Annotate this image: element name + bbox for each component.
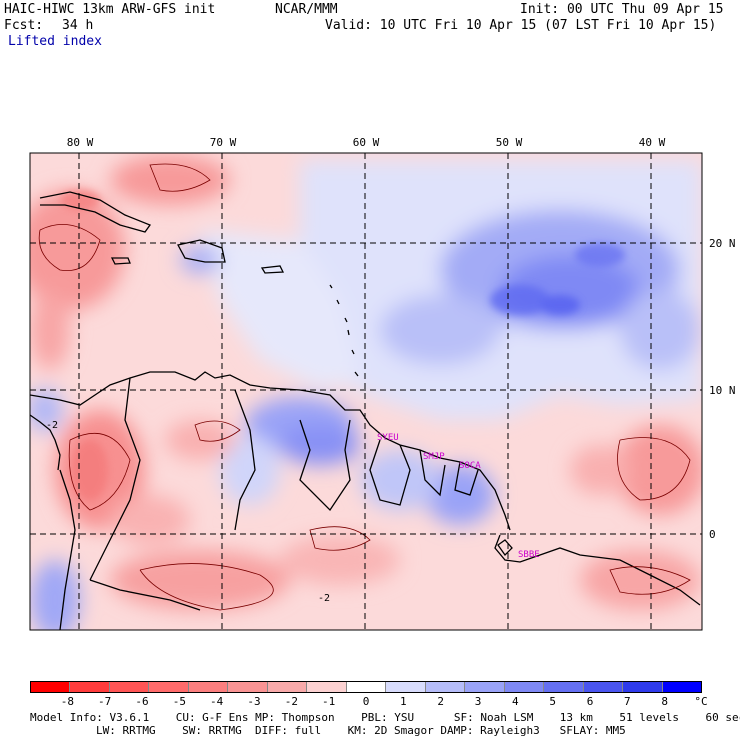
colorbar-labels: -8 -7 -6 -5 -4 -3 -2 -1 0 1 2 3 4 5 6 7 8 (0, 696, 740, 708)
station-soca: SOCA (459, 461, 481, 471)
colorbar-tick-label: -4 (210, 695, 224, 708)
colorbar-tick-label: -1 (322, 695, 336, 708)
colorbar-tick-label: 8 (661, 695, 668, 708)
station-sbbe: SBBE (518, 550, 540, 560)
lon-label-80w: 80 W (67, 136, 94, 149)
lon-label-70w: 70 W (210, 136, 237, 149)
lon-label-50w: 50 W (496, 136, 523, 149)
colorbar-swatch (31, 682, 71, 692)
colorbar-swatch (149, 682, 189, 692)
model-info-line1: Model Info: V3.6.1 CU: G-F Ens MP: Thomp… (30, 711, 740, 724)
colorbar-swatch (544, 682, 584, 692)
colorbar-swatch (188, 682, 229, 692)
lat-lon-grid (30, 153, 702, 630)
colorbar-swatch (465, 682, 505, 692)
init-time: Init: 00 UTC Thu 09 Apr 15 (520, 2, 724, 17)
colorbar-tick-label: -2 (284, 695, 298, 708)
colorbar-tick-label: 3 (474, 695, 482, 708)
colorbar-tick-label: 0 (362, 695, 370, 708)
colorbar-tick-label: 6 (586, 695, 594, 708)
valid-time: Valid: 10 UTC Fri 10 Apr 15 (07 LST Fri … (325, 18, 717, 33)
org-label: NCAR/MMM (275, 2, 338, 17)
colorbar-swatch (504, 682, 545, 692)
forecast-hour: 34 h (62, 18, 94, 33)
model-info-line2: LW: RRTMG SW: RRTMG DIFF: full KM: 2D Sm… (96, 724, 626, 737)
colorbar-tick-label: 5 (549, 695, 556, 708)
field-name: Lifted index (8, 34, 102, 49)
colorbar-swatch (425, 682, 466, 692)
colorbar-tick-label: -8 (60, 695, 74, 708)
colorbar-tick-label: 7 (624, 695, 631, 708)
colorbar-tick-label: 2 (437, 695, 444, 708)
colorbar-unit: °C (694, 695, 708, 708)
lat-label-10n: 10 N (709, 384, 736, 397)
colorbar-tick-label: -6 (135, 695, 149, 708)
colorbar-tick-label: -3 (247, 695, 261, 708)
shaded-field (30, 153, 702, 630)
colorbar-tick-label: -5 (172, 695, 186, 708)
colorbar-tick-label: -7 (98, 695, 112, 708)
contour-label: -2 (46, 420, 58, 431)
colorbar-swatch (109, 682, 150, 692)
station-smjp: SMJP (423, 452, 445, 462)
colorbar-tick-label: 1 (400, 695, 407, 708)
lat-label-0: 0 (709, 528, 716, 541)
colorbar-swatch (583, 682, 624, 692)
colorbar-swatch (267, 682, 308, 692)
contours (38, 163, 691, 611)
station-syeu: SYEU (377, 433, 399, 443)
lon-label-60w: 60 W (353, 136, 380, 149)
lon-label-40w: 40 W (639, 136, 666, 149)
colorbar (30, 681, 702, 693)
coastlines (30, 191, 701, 630)
colorbar-swatch (662, 682, 701, 692)
lat-label-20n: 20 N (709, 237, 736, 250)
contour-label: -2 (318, 593, 330, 604)
colorbar-swatch (228, 682, 268, 692)
colorbar-tick-label: 4 (512, 695, 519, 708)
model-title: HAIC-HIWC 13km ARW-GFS init (4, 2, 216, 17)
colorbar-swatch (623, 682, 663, 692)
map-frame (29, 152, 703, 631)
colorbar-swatch (346, 682, 387, 692)
forecast-label: Fcst: (4, 18, 44, 33)
colorbar-swatch (307, 682, 347, 692)
colorbar-swatch (386, 682, 426, 692)
colorbar-swatch (70, 682, 110, 692)
